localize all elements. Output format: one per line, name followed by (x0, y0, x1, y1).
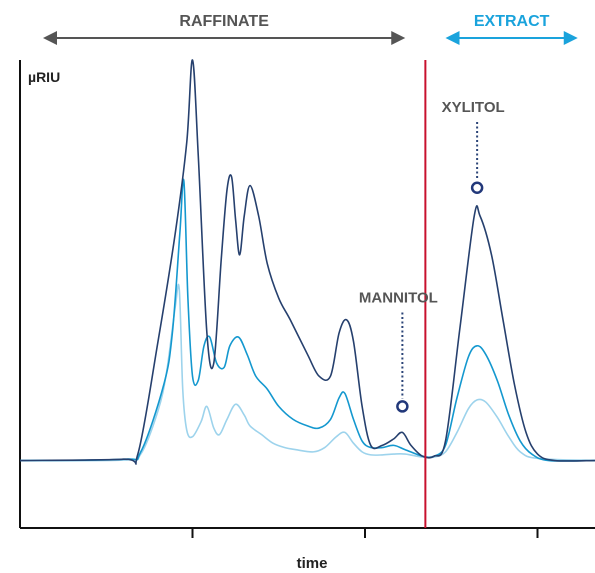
x-axis-ticks (191, 528, 539, 538)
annotations: MANNITOL XYLITOL (359, 99, 505, 413)
raffinate-region: RAFFINATE (43, 13, 406, 45)
series-line-1 (19, 178, 595, 462)
raffinate-arrowhead-left (43, 31, 57, 45)
axes: µRIU time (19, 60, 595, 572)
xylitol-label: XYLITOL (442, 99, 505, 116)
mannitol-label: MANNITOL (359, 289, 438, 306)
mannitol-annotation: MANNITOL (359, 289, 438, 413)
extract-label: EXTRACT (474, 13, 550, 30)
xylitol-marker (470, 181, 484, 194)
series-line-0 (19, 59, 595, 465)
series-group (19, 59, 595, 465)
raffinate-label: RAFFINATE (179, 13, 269, 30)
extract-region: EXTRACT (445, 13, 578, 45)
raffinate-arrowhead-right (391, 31, 406, 45)
series-line-2 (19, 283, 595, 462)
y-axis-label: µRIU (28, 69, 60, 85)
extract-arrowhead-right (563, 31, 578, 45)
region-labels: RAFFINATE EXTRACT (43, 13, 578, 45)
mannitol-marker (396, 400, 409, 413)
xylitol-annotation: XYLITOL (442, 99, 505, 194)
extract-arrowhead-left (445, 31, 460, 45)
x-axis-label: time (297, 555, 328, 572)
